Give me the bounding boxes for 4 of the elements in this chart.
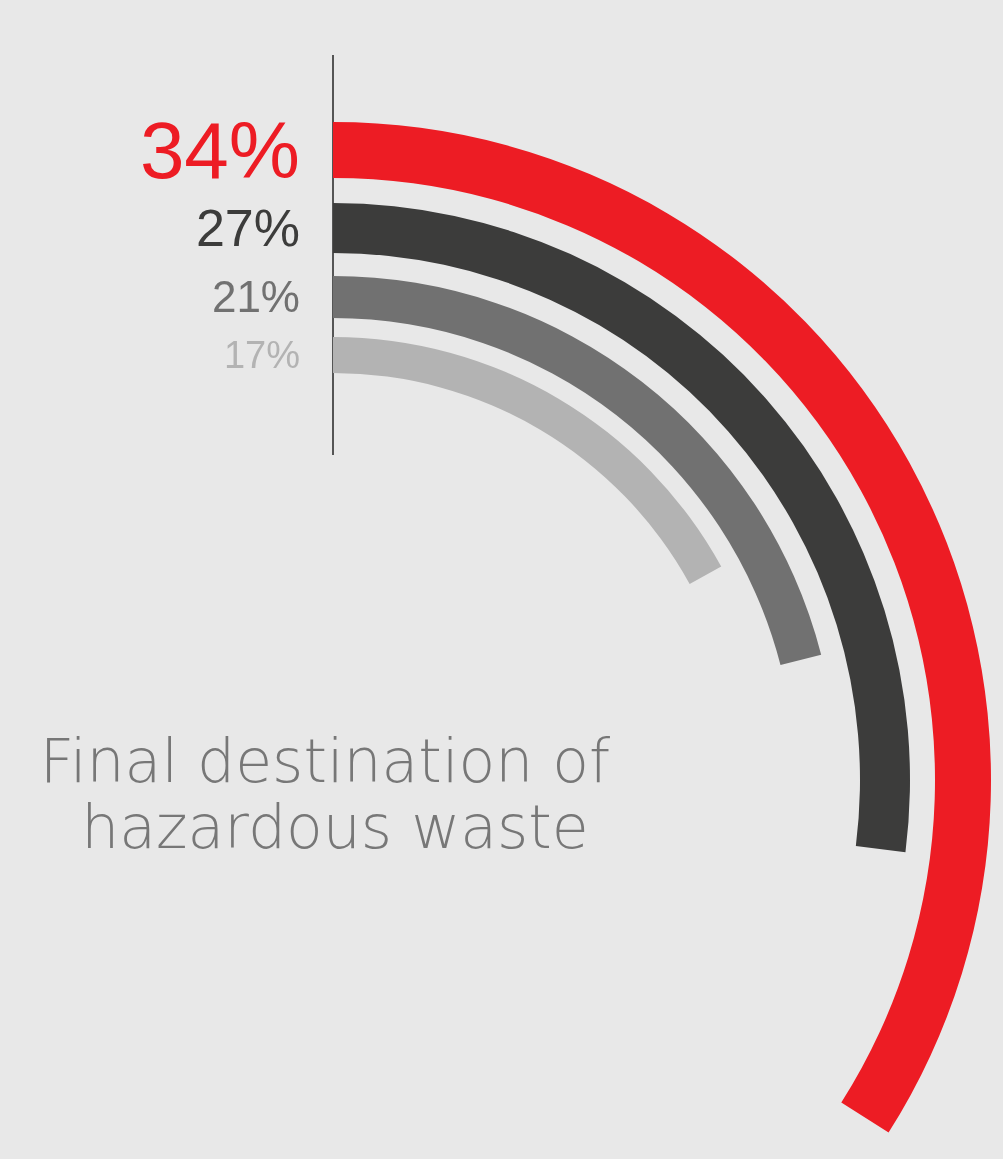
data-label: 27% (195, 199, 300, 258)
data-label: 34% (139, 106, 300, 195)
text: Final destination of hazardous waste (39, 726, 611, 862)
data-label: 21% (211, 272, 300, 322)
